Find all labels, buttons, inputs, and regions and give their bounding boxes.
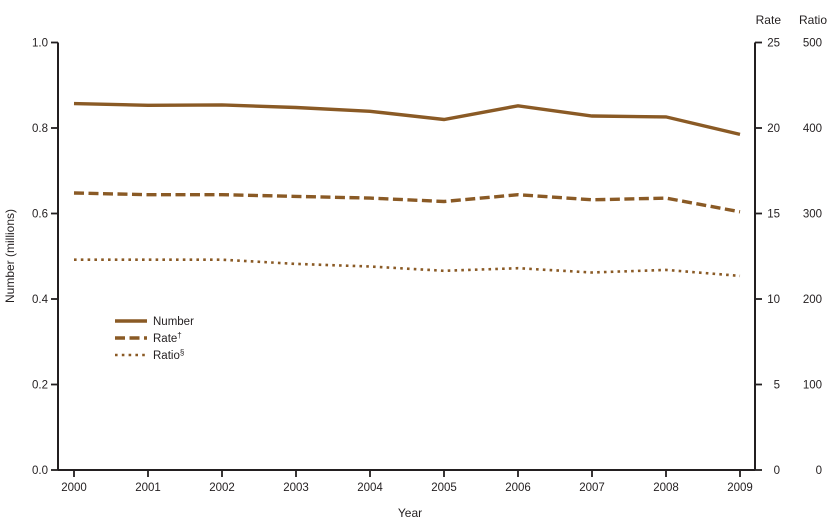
y-left-tick-label: 0.2 bbox=[32, 380, 48, 392]
rate-tick-label: 10 bbox=[767, 294, 780, 306]
rate-tick-label: 20 bbox=[767, 123, 780, 135]
rate-tick-label: 5 bbox=[774, 380, 780, 392]
x-tick-label: 2002 bbox=[209, 482, 235, 494]
rate-tick-label: 0 bbox=[774, 465, 780, 477]
legend-item-rate: Rate† bbox=[115, 331, 182, 345]
ratio-tick-label: 200 bbox=[803, 294, 822, 306]
y-left-tick-label: 0.4 bbox=[32, 294, 49, 306]
rate-axis-header: Rate bbox=[756, 13, 782, 27]
x-tick-label: 2008 bbox=[653, 482, 679, 494]
x-tick-label: 2000 bbox=[61, 482, 87, 494]
ratio-line bbox=[74, 258, 741, 278]
legend-label-rate: Rate† bbox=[153, 331, 182, 345]
y-left-tick-label: 1.0 bbox=[32, 38, 48, 50]
rate-tick-label: 15 bbox=[767, 209, 780, 221]
rate-tick-label: 25 bbox=[767, 38, 780, 50]
x-tick-label: 2003 bbox=[283, 482, 309, 494]
y-left-tick-label: 0.0 bbox=[32, 465, 48, 477]
ratio-tick-label: 0 bbox=[816, 465, 822, 477]
x-tick-label: 2007 bbox=[579, 482, 605, 494]
ratio-tick-label: 100 bbox=[803, 380, 822, 392]
ratio-tick-label: 500 bbox=[803, 38, 822, 50]
legend-label-ratio: Ratio§ bbox=[153, 348, 184, 362]
ratio-tick-label: 400 bbox=[803, 123, 822, 135]
legend-item-number: Number bbox=[115, 316, 194, 328]
y-axis-title: Number (millions) bbox=[3, 209, 17, 303]
x-tick-label: 2005 bbox=[431, 482, 457, 494]
x-tick-label: 2001 bbox=[135, 482, 161, 494]
ratio-tick-label: 300 bbox=[803, 209, 822, 221]
number-line bbox=[73, 101, 741, 137]
x-tick-label: 2004 bbox=[357, 482, 383, 494]
ratio-axis-header: Ratio bbox=[799, 13, 827, 27]
legend-item-ratio: Ratio§ bbox=[115, 348, 184, 362]
y-left-tick-label: 0.6 bbox=[32, 209, 48, 221]
rate-line bbox=[73, 191, 741, 214]
y-left-tick-label: 0.8 bbox=[32, 123, 48, 135]
x-tick-label: 2006 bbox=[505, 482, 531, 494]
x-axis-title: Year bbox=[398, 506, 422, 520]
x-tick-label: 2009 bbox=[727, 482, 753, 494]
legend-label-number: Number bbox=[153, 316, 194, 328]
